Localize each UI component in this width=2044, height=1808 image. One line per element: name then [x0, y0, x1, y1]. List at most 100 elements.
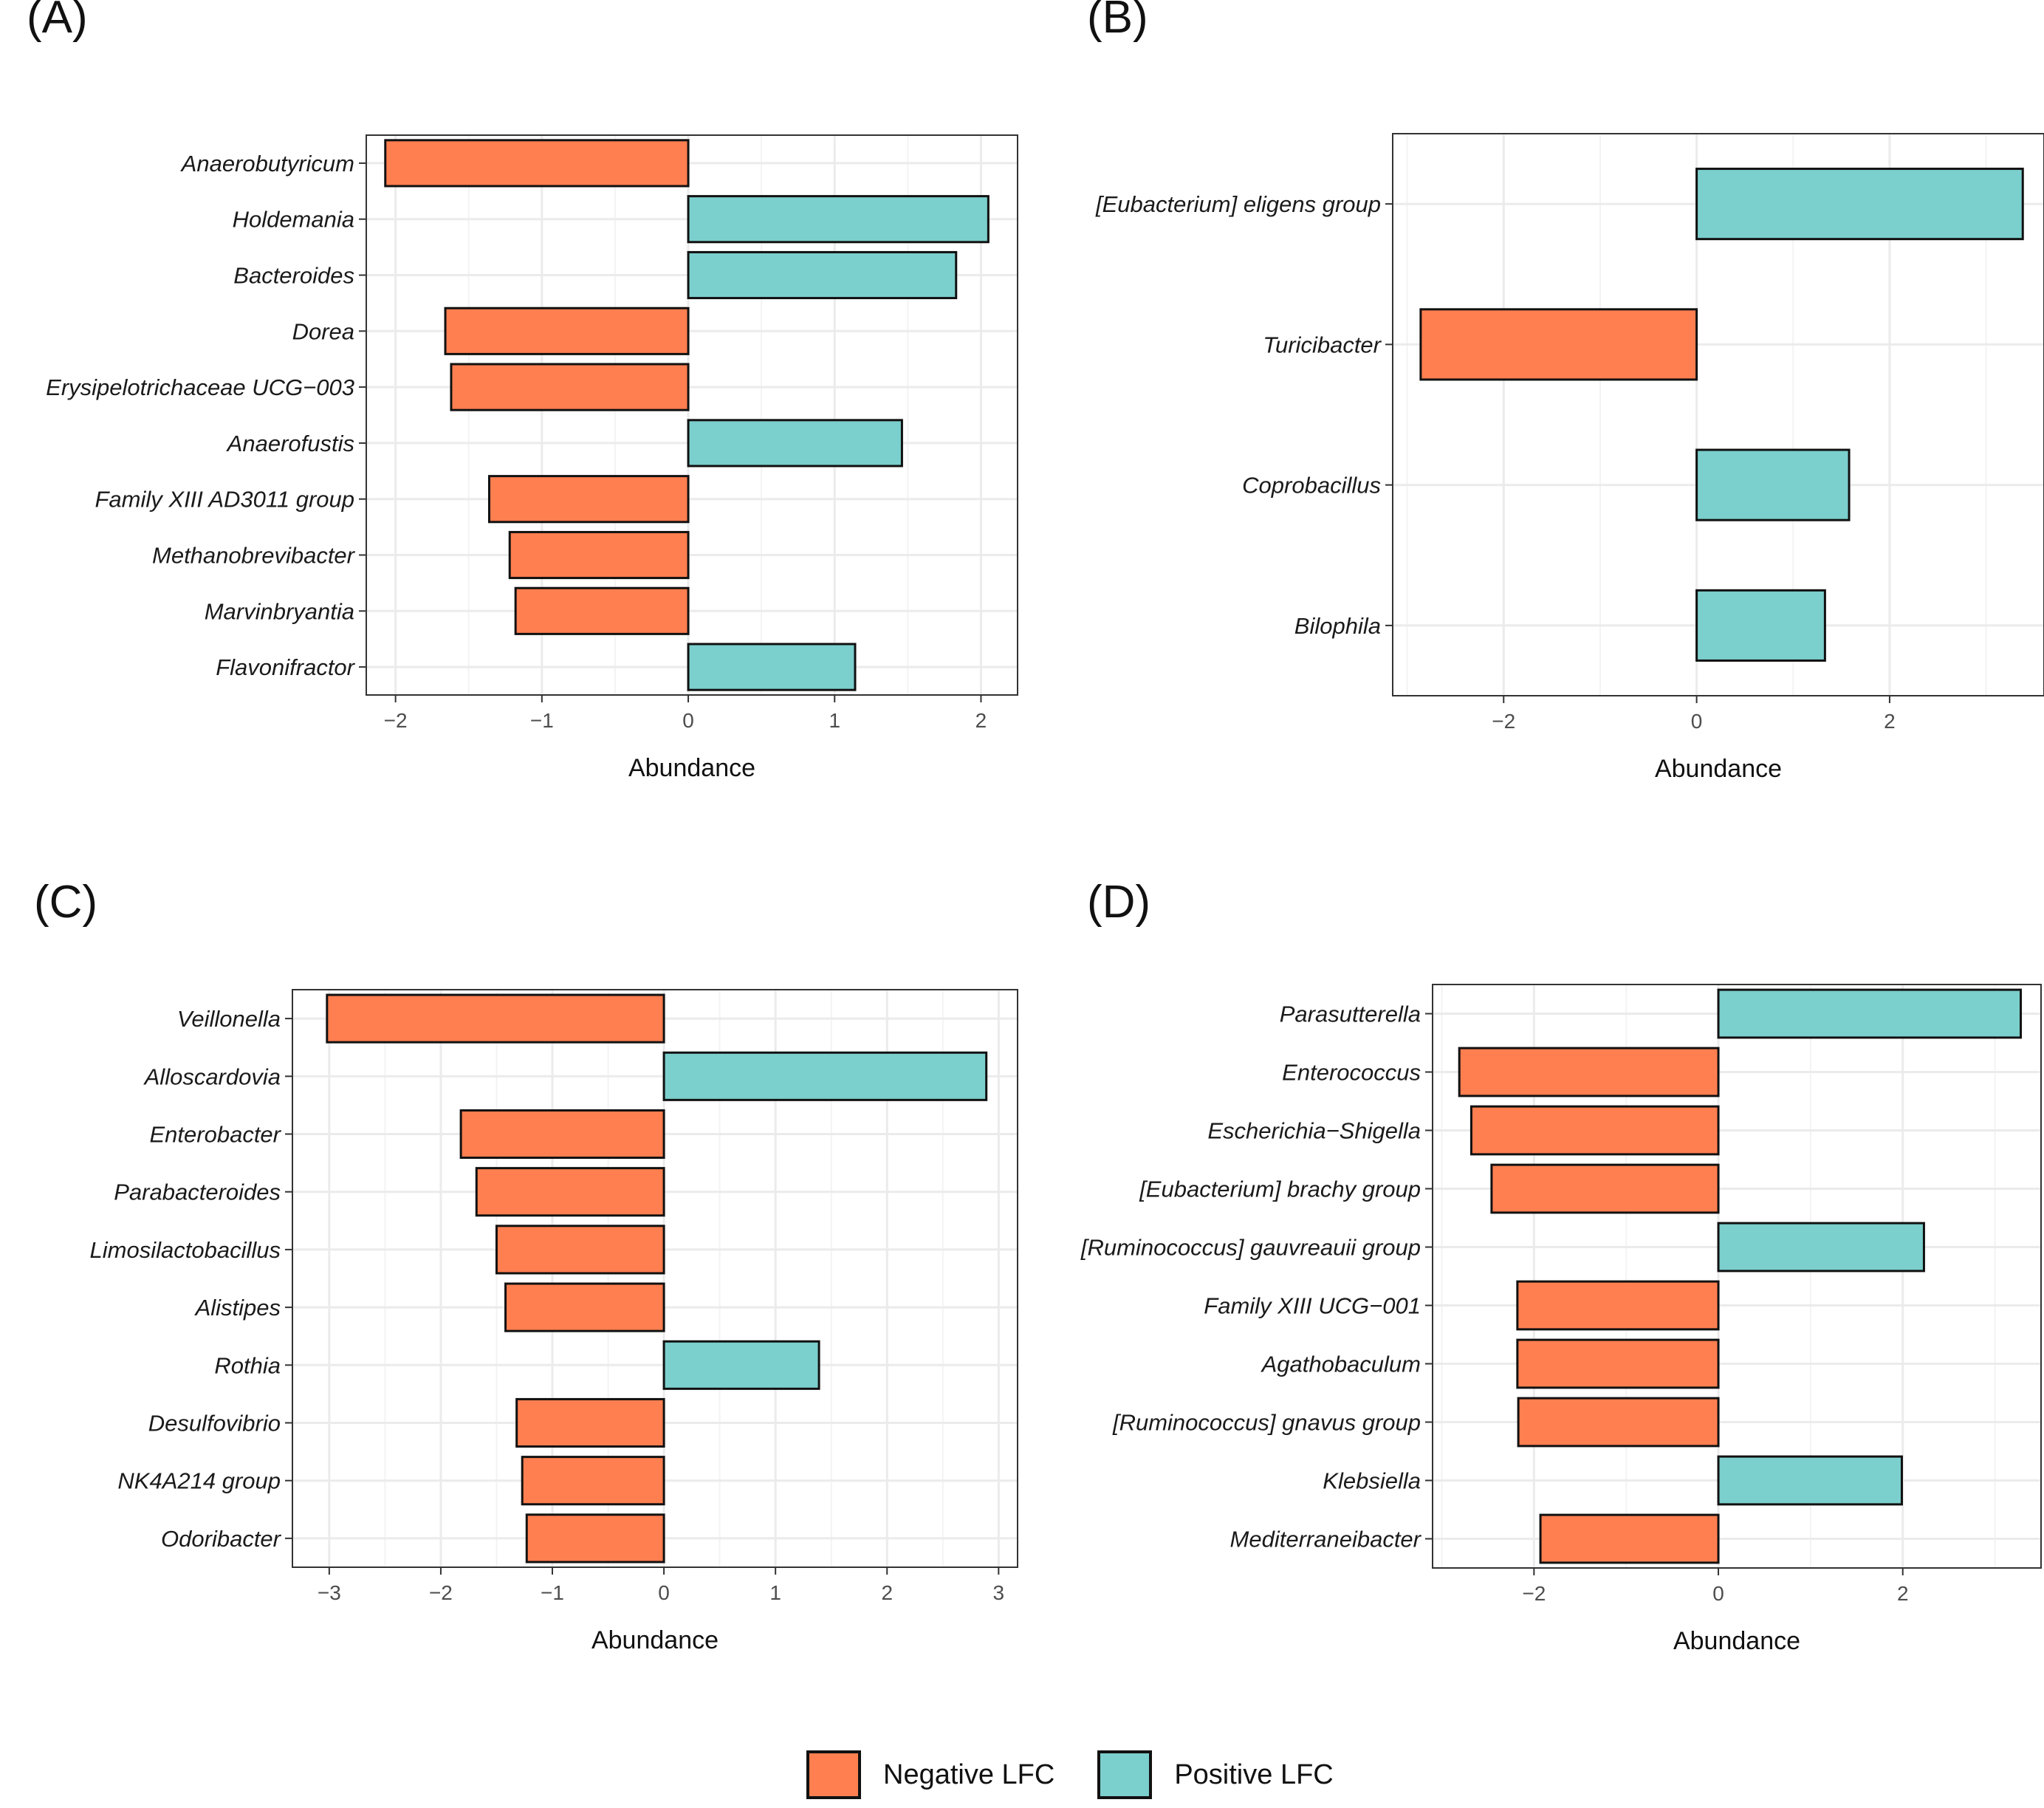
y-tick-label: Rothia	[214, 1352, 281, 1378]
legend-item-positive: Positive LFC	[1097, 1750, 1334, 1799]
x-tick-label: −2	[1522, 1582, 1546, 1605]
x-tick-label: 2	[1884, 710, 1896, 733]
bar-positive	[1717, 988, 2023, 1039]
y-tick-label: Alistipes	[194, 1295, 281, 1321]
y-tick-label: Alloscardovia	[143, 1064, 281, 1089]
x-tick-label: −2	[429, 1581, 453, 1604]
y-tick-label: Veillonella	[177, 1006, 281, 1032]
bar-negative	[508, 530, 690, 580]
x-tick-label: 0	[682, 709, 694, 732]
bar-positive	[662, 1340, 820, 1390]
x-axis-title: Abundance	[628, 754, 755, 782]
y-tick-label: Escherichia−Shigella	[1207, 1118, 1421, 1144]
bar-positive	[1695, 589, 1826, 662]
bar-negative	[1458, 1047, 1720, 1098]
bar-negative	[1516, 1280, 1720, 1331]
bar-negative	[1469, 1105, 1720, 1156]
y-tick-label: Agathobaculum	[1261, 1352, 1421, 1377]
y-tick-label: Flavonifractor	[216, 654, 355, 680]
legend: Negative LFC Positive LFC	[806, 1747, 1376, 1802]
bar-negative	[326, 993, 665, 1044]
legend-swatch-negative	[806, 1750, 861, 1799]
panel-a: Anaerobutyricum Holdemania Bacteroides Dore…	[46, 134, 1018, 782]
y-tick-label: Erysipelotrichaceae UCG−003	[46, 374, 354, 400]
x-tick-label: −3	[318, 1581, 341, 1604]
x-tick-label: 1	[769, 1581, 781, 1604]
bar-negative	[444, 307, 690, 355]
panel-c: Veillonella Alloscardovia Enterobacter Para…	[90, 989, 1018, 1654]
x-tick-label: −1	[530, 709, 554, 732]
bar-positive	[1695, 448, 1851, 521]
x-axis-title: Abundance	[1655, 755, 1782, 783]
x-tick-label: 0	[1712, 1582, 1724, 1605]
x-tick-label: −1	[541, 1581, 564, 1604]
bar-negative	[521, 1456, 665, 1506]
y-tick-label: Bilophila	[1294, 613, 1381, 639]
panel-label-c: (C)	[34, 877, 98, 928]
y-tick-label: Parabacteroides	[114, 1179, 281, 1205]
x-tick-label: 2	[881, 1581, 893, 1604]
y-tick-label: Enterobacter	[150, 1122, 282, 1148]
y-tick-label: Bacteroides	[233, 263, 354, 289]
y-tick-label: Holdemania	[233, 207, 354, 233]
y-tick-label: Coprobacillus	[1242, 473, 1381, 499]
bar-negative	[450, 363, 690, 411]
y-tick-label: [Eubacterium] eligens group	[1095, 191, 1381, 217]
x-axis-title: Abundance	[1673, 1627, 1800, 1655]
y-tick-label: [Ruminococcus] gnavus group	[1112, 1410, 1421, 1436]
y-tick-label: Anaerobutyricum	[180, 151, 354, 177]
bar-positive	[687, 419, 903, 468]
y-tick-label: Marvinbryantia	[205, 598, 354, 624]
plot-border	[366, 134, 1018, 696]
y-tick-label: Mediterraneibacter	[1230, 1527, 1422, 1552]
y-tick-label: Desulfovibrio	[148, 1411, 281, 1437]
plot-border	[1392, 133, 2044, 696]
bar-negative	[515, 1397, 665, 1448]
y-tick-label: Enterococcus	[1282, 1060, 1421, 1086]
bar-positive	[1717, 1222, 1925, 1273]
x-tick-label: −2	[1492, 710, 1515, 733]
bar-negative	[384, 139, 690, 188]
y-tick-label: Methanobrevibacter	[152, 543, 356, 569]
bar-negative	[514, 586, 690, 635]
bar-negative	[495, 1225, 665, 1275]
legend-swatch-positive	[1097, 1750, 1153, 1799]
bar-negative	[1516, 1338, 1720, 1389]
x-tick-label: 0	[658, 1581, 670, 1604]
chart-canvas: Anaerobutyricum Holdemania Bacteroides Dore…	[46, 133, 2044, 1655]
panel-label-d: (D)	[1087, 877, 1151, 928]
plot-border	[1432, 984, 2042, 1569]
y-tick-label: Anaerofustis	[226, 431, 354, 456]
y-tick-label: Odoribacter	[161, 1526, 282, 1552]
x-axis-title: Abundance	[591, 1626, 719, 1654]
y-tick-label: Family XIII AD3011 group	[95, 487, 355, 513]
panel-label-a: (A)	[27, 0, 88, 43]
y-tick-label: Turicibacter	[1263, 332, 1382, 357]
y-tick-label: Parasutterella	[1280, 1001, 1421, 1027]
legend-label-negative: Negative LFC	[883, 1759, 1055, 1790]
bar-positive	[1717, 1455, 1903, 1506]
x-tick-label: 3	[993, 1581, 1005, 1604]
bar-positive	[687, 250, 958, 300]
x-tick-label: 2	[1897, 1582, 1909, 1605]
y-tick-label: [Eubacterium] brachy group	[1139, 1177, 1421, 1202]
legend-item-negative: Negative LFC	[806, 1750, 1054, 1799]
bar-negative	[525, 1513, 665, 1564]
bar-negative	[1419, 308, 1698, 381]
y-tick-label: [Ruminococcus] gauvreauii group	[1080, 1235, 1421, 1261]
x-tick-label: −2	[384, 709, 408, 732]
bar-negative	[475, 1167, 665, 1217]
bar-positive	[687, 643, 857, 691]
y-tick-label: Limosilactobacillus	[90, 1237, 281, 1263]
y-tick-label: Klebsiella	[1323, 1468, 1421, 1494]
plot-border	[292, 989, 1018, 1568]
x-tick-label: 0	[1691, 710, 1703, 733]
bar-negative	[459, 1109, 665, 1160]
bar-negative	[1517, 1397, 1720, 1448]
y-tick-label: NK4A214 group	[117, 1468, 281, 1494]
x-tick-label: 2	[975, 709, 987, 732]
y-tick-label: Family XIII UCG−001	[1204, 1293, 1421, 1319]
panel-b: [Eubacterium] eligens group Turicibacter C…	[1095, 133, 2044, 783]
bar-negative	[504, 1282, 665, 1332]
